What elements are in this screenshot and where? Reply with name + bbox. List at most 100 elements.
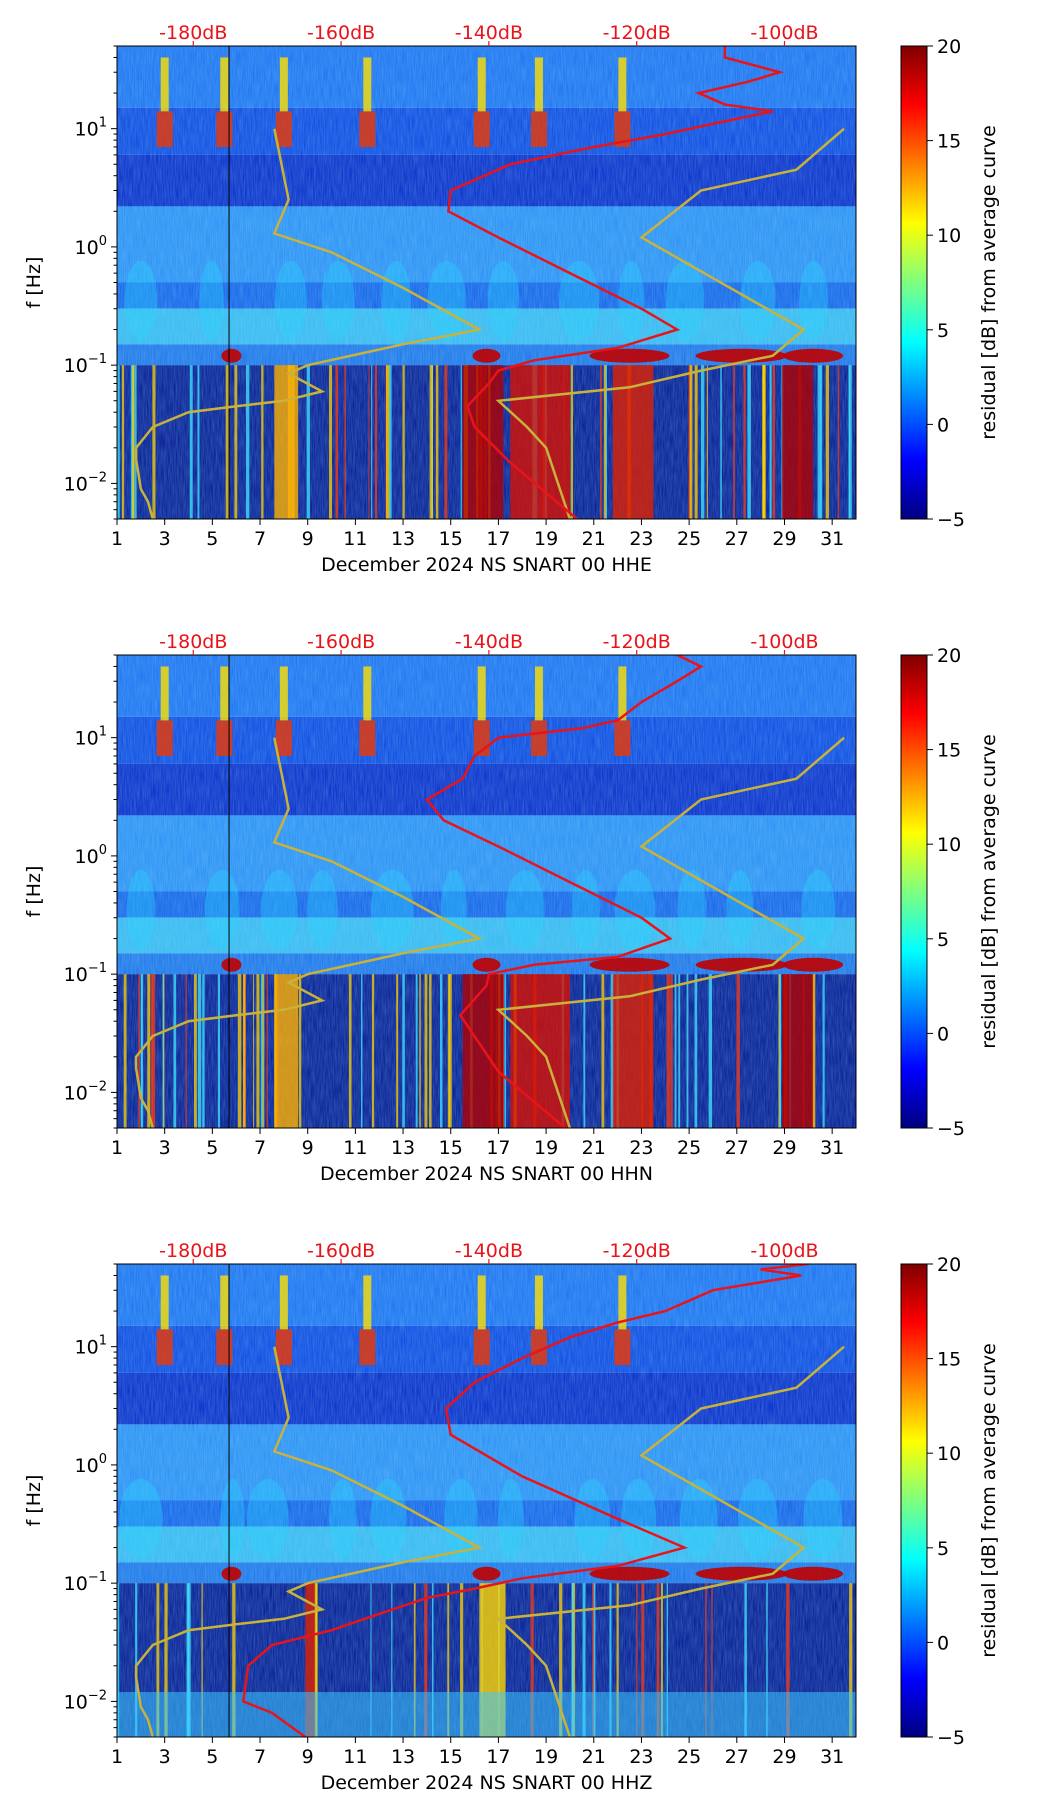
lp-streak (708, 974, 713, 1128)
db-label: -160dB (307, 1240, 375, 1262)
hot-streak (216, 720, 233, 756)
x-tick-label: 25 (677, 1137, 701, 1159)
lp-streak (117, 1583, 120, 1737)
colorbar-tick-label: 15 (937, 131, 961, 153)
lp-streak (616, 1583, 619, 1737)
lp-streak (117, 365, 120, 519)
swoosh (440, 869, 467, 950)
lp-streak (329, 365, 333, 519)
lp-streak (641, 1583, 645, 1737)
spectrogram-image (117, 46, 856, 519)
swoosh (677, 869, 707, 950)
microseism-blob (221, 348, 242, 363)
lp-streak (185, 974, 187, 1128)
x-tick-label: 9 (302, 1746, 314, 1768)
lp-streak (164, 1583, 168, 1737)
hot-streak (359, 111, 376, 147)
db-label: -160dB (307, 22, 375, 44)
hot-streak (534, 1275, 543, 1330)
lp-streak (147, 974, 151, 1128)
x-tick-label: 29 (772, 528, 796, 550)
colorbar-tick-label: 10 (937, 834, 961, 856)
x-tick-label: 13 (391, 1137, 415, 1159)
hot-streak (477, 666, 486, 721)
swoosh (740, 260, 776, 341)
colorbar-tick-label: 0 (937, 1632, 949, 1654)
y-tick-label: 101 (75, 1334, 107, 1359)
x-tick-label: 11 (343, 528, 367, 550)
lp-streak (736, 974, 740, 1128)
y-axis-label: f [Hz] (23, 866, 45, 918)
swoosh (803, 1478, 843, 1559)
db-label: -140dB (455, 1240, 523, 1262)
x-tick-label: 1 (111, 1746, 123, 1768)
lp-streak (666, 974, 670, 1128)
lp-streak (253, 974, 255, 1128)
swoosh (726, 869, 754, 950)
x-tick-label: 5 (206, 528, 218, 550)
lp-streak (848, 365, 852, 519)
lp-streak (435, 365, 439, 519)
hot-streak (530, 720, 547, 756)
hot-streak (220, 57, 229, 112)
hot-streak (363, 666, 372, 721)
x-tick-label: 19 (534, 1137, 558, 1159)
x-tick-label: 31 (820, 1137, 844, 1159)
hot-streak (275, 111, 292, 147)
lp-streak (266, 974, 268, 1128)
lp-streak (413, 1583, 416, 1737)
x-tick-label: 23 (629, 1137, 653, 1159)
lp-streak (700, 365, 705, 519)
colorbar-tick-label: 5 (937, 929, 949, 951)
lp-streak (152, 365, 156, 519)
lp-streak (202, 974, 205, 1128)
colorbar-label: residual [dB] from average curve (978, 125, 1000, 440)
swoosh (321, 260, 355, 341)
lp-streak (610, 974, 614, 1128)
db-label: -100dB (750, 1240, 818, 1262)
hot-streak (160, 1275, 169, 1330)
colorbar-tick-label: 10 (937, 225, 961, 247)
x-tick-label: 29 (772, 1746, 796, 1768)
lp-streak (582, 1583, 586, 1737)
lp-column (462, 974, 504, 1128)
x-tick-label: 3 (159, 528, 171, 550)
swoosh (620, 1478, 657, 1559)
lp-streak (822, 974, 825, 1128)
swoosh (307, 869, 338, 950)
lp-streak (786, 1583, 790, 1737)
colorbar-tick-label: −5 (937, 1727, 965, 1749)
lp-streak (600, 365, 602, 519)
x-tick-label: 27 (725, 528, 749, 550)
lp-streak (262, 974, 265, 1128)
colorbar (900, 1263, 928, 1738)
psd-average-curve (425, 655, 704, 1128)
x-tick-label: 17 (486, 1137, 510, 1159)
colorbar-tick-label: 10 (937, 1443, 961, 1465)
swoosh (370, 869, 414, 950)
lp-streak (402, 974, 405, 1128)
lp-streak (711, 1583, 713, 1737)
hot-streak (275, 720, 292, 756)
colorbar-tick-label: 0 (937, 414, 949, 436)
hot-streak (156, 111, 173, 147)
colorbar-tick-label: 5 (937, 320, 949, 342)
hot-streak (530, 111, 547, 147)
colorbar-tick-label: −5 (937, 1118, 965, 1140)
x-tick-label: 7 (254, 1137, 266, 1159)
microseism-blob (695, 348, 788, 363)
lp-streak (370, 1583, 372, 1737)
lp-streak (134, 365, 137, 519)
lp-streak (530, 1583, 532, 1737)
lp-column (782, 365, 814, 519)
lp-streak (225, 365, 230, 519)
lp-streak (261, 365, 264, 519)
psd-average-curve (447, 46, 785, 519)
x-tick-label: 3 (159, 1137, 171, 1159)
swoosh (246, 1478, 289, 1559)
lp-streak (335, 365, 339, 519)
x-tick-label: 27 (725, 1746, 749, 1768)
